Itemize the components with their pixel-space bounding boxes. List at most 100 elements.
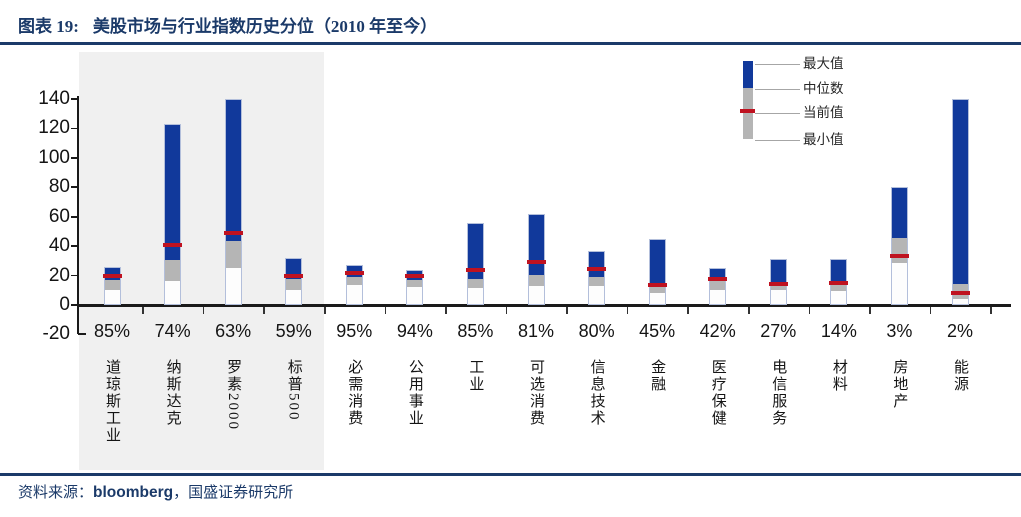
percentile-range-bar <box>648 238 666 305</box>
y-axis-tick-label: 140 <box>38 88 70 109</box>
current-value-marker <box>889 253 909 258</box>
percentile-range-bar <box>709 268 727 305</box>
category-label: 公用事业 <box>406 359 423 427</box>
x-axis-tick <box>626 306 629 314</box>
median-to-min-segment <box>831 280 847 292</box>
x-axis-tick <box>748 306 750 314</box>
category-label: 房地产 <box>891 359 908 410</box>
legend-label-current: 当前值 <box>803 104 844 120</box>
source-institute: ，国盛证券研究所 <box>173 485 294 501</box>
current-value-marker <box>526 260 546 265</box>
current-value-marker <box>405 273 425 278</box>
x-axis-line <box>78 303 1011 307</box>
percentile-range-bar <box>224 99 242 305</box>
median-to-min-segment <box>528 275 544 287</box>
x-axis-tick <box>263 306 265 314</box>
y-axis-tick <box>71 274 77 277</box>
median-to-min-segment <box>589 276 605 287</box>
percentile-label: 80% <box>578 321 615 341</box>
source-label: 资料来源： <box>18 485 94 501</box>
percentile-range-bar <box>103 266 121 305</box>
max-to-median-segment <box>831 259 847 281</box>
y-axis-tick-label: 60 <box>48 205 70 227</box>
legend-label-median: 中位数 <box>803 81 844 96</box>
x-axis-tick <box>505 306 508 314</box>
x-axis-tick <box>929 306 932 314</box>
percentile-label: 94% <box>396 321 433 341</box>
percentile-label: 2% <box>946 321 973 341</box>
median-to-min-segment <box>407 280 423 287</box>
legend-connector <box>755 64 800 65</box>
category-label: 材料 <box>830 359 847 393</box>
figure-title: 美股市场与行业指数历史分位（2010 年至今） <box>92 17 438 36</box>
median-to-min-segment <box>891 238 907 263</box>
legend-connector <box>755 89 800 90</box>
y-axis-tick-label: 120 <box>38 117 70 139</box>
current-value-marker <box>587 267 607 271</box>
max-to-median-segment <box>770 260 786 282</box>
y-axis-tick <box>71 186 77 189</box>
legend-connector <box>755 112 800 114</box>
legend-current-marker <box>740 109 755 113</box>
percentile-label: 59% <box>275 321 312 341</box>
percentile-label: 74% <box>154 321 191 341</box>
max-to-median-segment <box>165 125 181 260</box>
category-label: 道琼斯工业 <box>104 359 120 444</box>
percentile-label: 3% <box>886 321 913 341</box>
current-value-marker <box>284 274 304 279</box>
x-axis-tick <box>566 306 568 314</box>
x-axis-tick <box>384 306 387 314</box>
y-axis-tick-label: 80 <box>48 176 70 198</box>
current-value-marker <box>344 270 364 275</box>
legend-label-max: 最大值 <box>803 56 844 71</box>
percentile-label: 85% <box>457 321 494 341</box>
max-to-median-segment <box>952 100 968 284</box>
median-to-min-segment <box>165 259 181 281</box>
percentile-label: 45% <box>639 321 676 341</box>
y-axis-tick-label: -20 <box>42 323 70 345</box>
percentile-label: 14% <box>820 321 857 341</box>
y-axis-tick <box>71 127 77 130</box>
max-to-median-segment <box>589 251 605 277</box>
percentile-label: 85% <box>93 321 131 341</box>
category-label: 医疗保健 <box>709 359 726 427</box>
max-to-median-segment <box>710 269 726 279</box>
category-label: 工业 <box>467 359 484 393</box>
title-divider-rule <box>0 42 1021 45</box>
y-axis-tick <box>71 245 77 247</box>
legend-sample-bar <box>743 61 753 139</box>
y-axis-foot-tick <box>78 333 86 335</box>
max-to-median-segment <box>225 100 241 241</box>
legend-connector <box>755 140 800 141</box>
x-axis-tick <box>142 306 144 314</box>
legend-min-segment <box>743 88 753 139</box>
percentile-label: 42% <box>699 321 736 341</box>
figure-title-row: 图表 19: 美股市场与行业指数历史分位（2010 年至今） <box>18 12 437 37</box>
x-axis-tick <box>869 306 871 314</box>
market-index-highlight-panel <box>79 52 324 470</box>
current-value-marker <box>829 280 849 285</box>
y-axis-tick-label: 100 <box>38 146 70 168</box>
x-axis-tick <box>808 306 811 314</box>
x-axis-tick <box>202 306 205 314</box>
percentile-range-bar <box>951 99 969 305</box>
y-axis-tick <box>71 215 77 218</box>
category-label: 能源 <box>952 359 968 393</box>
current-value-marker <box>768 281 788 286</box>
x-axis-tick <box>687 306 689 314</box>
median-to-min-segment <box>710 278 726 290</box>
median-to-min-segment <box>649 285 665 293</box>
percentile-range-bar <box>285 257 303 305</box>
legend-label-min: 最小值 <box>803 132 844 147</box>
x-axis-tick <box>445 306 447 314</box>
source-bloomberg: bloomberg <box>93 484 174 501</box>
current-value-marker <box>708 276 728 281</box>
median-to-min-segment <box>286 279 302 291</box>
max-to-median-segment <box>649 239 665 286</box>
x-axis-tick <box>324 306 326 314</box>
median-to-min-segment <box>770 281 786 291</box>
max-to-median-segment <box>528 214 544 276</box>
y-axis-tick-label: 40 <box>48 235 70 257</box>
median-to-min-segment <box>346 277 362 286</box>
